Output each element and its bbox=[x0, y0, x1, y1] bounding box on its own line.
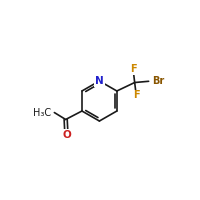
Text: F: F bbox=[130, 64, 136, 74]
Text: O: O bbox=[62, 130, 71, 140]
Text: H₃C: H₃C bbox=[33, 108, 51, 118]
Text: N: N bbox=[95, 76, 104, 86]
Text: F: F bbox=[133, 90, 140, 100]
Text: Br: Br bbox=[152, 76, 164, 86]
